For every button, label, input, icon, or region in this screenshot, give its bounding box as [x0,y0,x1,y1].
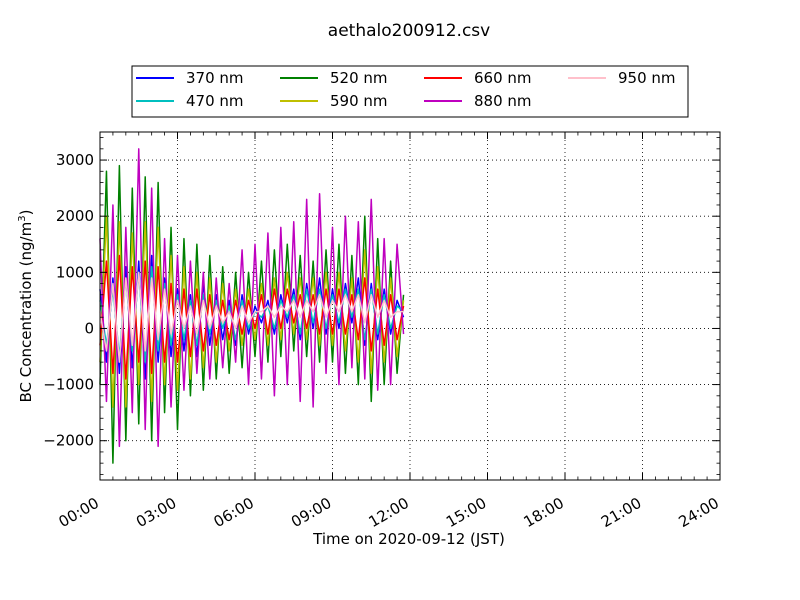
legend-item: 370 nm [136,69,244,87]
series-line-950-nm [99,271,404,363]
x-tick-label: 24:00 [676,494,722,531]
plot-frame [99,131,721,481]
legend-label: 880 nm [474,92,532,110]
x-tick-label: 03:00 [133,494,179,531]
legend-item: 880 nm [424,92,532,110]
y-tick-label: −1000 [43,376,94,394]
y-tick-label: 1000 [56,263,94,281]
legend-label: 470 nm [186,92,244,110]
y-axis-label-sup: 3 [17,215,28,221]
legend: 370 nm 470 nm 520 nm 590 nm 660 nm 880 nm 950 … [131,65,689,118]
x-axis-label: Time on 2020-09-12 (JST) [312,530,505,548]
legend-label: 950 nm [618,69,676,87]
y-tick-label: 3000 [56,151,94,169]
y-tick-label: −2000 [43,432,94,450]
legend-item: 590 nm [280,92,388,110]
legend-item: 950 nm [568,69,676,87]
x-tick-label: 00:00 [56,494,102,531]
x-tick-labels: 00:00 03:00 06:00 09:00 12:00 15:00 18:00 21:00… [56,494,722,531]
chart-title: aethalo200912.csv [328,21,490,41]
legend-label: 370 nm [186,69,244,87]
plot-area [100,132,720,480]
x-tick-label: 09:00 [288,494,334,531]
x-tick-label: 21:00 [598,494,644,531]
legend-box [131,65,689,118]
y-axis-label-main: BC Concentration (ng/m [17,222,35,403]
y-axis-label: BC Concentration (ng/m3) [17,210,35,403]
series-line-880-nm [99,148,405,448]
x-tick-label: 18:00 [521,494,567,531]
x-tick-label: 15:00 [443,494,489,531]
legend-item: 660 nm [424,69,532,87]
legend-label: 520 nm [330,69,388,87]
legend-item: 520 nm [280,69,388,87]
grid [100,132,720,480]
legend-item: 470 nm [136,92,244,110]
legend-label: 590 nm [330,92,388,110]
x-tick-label: 12:00 [366,494,412,531]
y-tick-label: 0 [84,319,94,337]
legend-label: 660 nm [474,69,532,87]
y-axis-label-end: ) [17,210,35,216]
x-tick-label: 06:00 [211,494,257,531]
series-layer [99,148,405,464]
y-tick-label: 2000 [56,207,94,225]
y-tick-labels: −2000 −1000 0 1000 2000 3000 [43,151,94,450]
